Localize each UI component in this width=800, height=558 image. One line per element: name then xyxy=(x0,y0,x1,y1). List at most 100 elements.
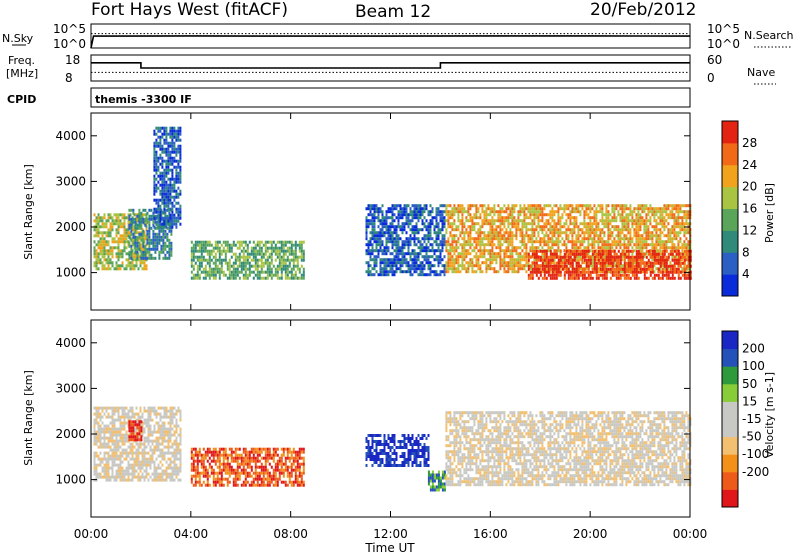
data-cell xyxy=(626,277,628,280)
data-cell xyxy=(447,270,449,273)
data-cell xyxy=(607,225,609,228)
data-cell xyxy=(390,261,392,264)
data-cell xyxy=(663,225,665,228)
data-cell xyxy=(499,228,501,231)
data-cell xyxy=(150,215,152,218)
data-cell xyxy=(584,277,586,280)
data-cell xyxy=(161,127,163,130)
data-cell xyxy=(203,256,205,259)
data-cell xyxy=(672,271,674,274)
data-cell xyxy=(440,231,442,234)
data-cell xyxy=(146,233,148,236)
data-cell xyxy=(618,268,620,271)
data-cell xyxy=(153,154,155,157)
data-cell xyxy=(582,250,584,253)
data-cell xyxy=(678,256,680,259)
data-cell xyxy=(617,204,619,207)
data-cell xyxy=(370,222,372,225)
data-cell xyxy=(159,157,161,160)
data-cell xyxy=(457,237,459,240)
data-cell xyxy=(175,154,177,157)
data-cell xyxy=(165,184,167,187)
data-cell xyxy=(436,273,438,276)
data-cell xyxy=(525,249,527,252)
data-cell xyxy=(94,443,96,446)
data-cell xyxy=(293,253,295,256)
data-cell xyxy=(457,252,459,255)
data-cell xyxy=(392,225,394,228)
data-cell xyxy=(257,241,259,244)
data-cell xyxy=(615,216,617,219)
data-cell xyxy=(424,264,426,267)
data-cell xyxy=(493,219,495,222)
data-cell xyxy=(372,204,374,207)
data-cell xyxy=(241,244,243,247)
data-cell xyxy=(428,246,430,249)
data-cell xyxy=(374,213,376,216)
data-cell xyxy=(416,204,418,207)
data-cell xyxy=(620,274,622,277)
data-cell xyxy=(643,240,645,243)
data-cell xyxy=(402,225,404,228)
data-cell xyxy=(148,245,150,248)
data-cell xyxy=(628,256,630,259)
data-cell xyxy=(469,204,471,207)
data-cell xyxy=(289,262,291,265)
data-cell xyxy=(583,231,585,234)
data-cell xyxy=(654,274,656,277)
data-cell xyxy=(539,213,541,216)
data-cell xyxy=(556,250,558,253)
data-cell xyxy=(98,455,100,458)
data-cell xyxy=(436,222,438,225)
data-cell xyxy=(671,228,673,231)
data-cell xyxy=(662,274,664,277)
data-cell xyxy=(593,240,595,243)
data-cell xyxy=(281,262,283,265)
data-cell xyxy=(672,265,674,268)
data-cell xyxy=(414,210,416,213)
data-cell xyxy=(422,222,424,225)
data-cell xyxy=(558,262,560,265)
data-cell xyxy=(277,253,279,256)
data-cell xyxy=(161,160,163,163)
data-cell xyxy=(579,240,581,243)
data-cell xyxy=(293,262,295,265)
data-cell xyxy=(557,237,559,240)
data-cell xyxy=(211,253,213,256)
data-cell xyxy=(155,199,157,202)
data-cell xyxy=(465,255,467,258)
data-cell xyxy=(475,261,477,264)
data-cell xyxy=(285,241,287,244)
data-cell xyxy=(684,262,686,265)
data-cell xyxy=(591,237,593,240)
data-cell xyxy=(207,253,209,256)
data-cell xyxy=(595,219,597,222)
data-cell xyxy=(207,259,209,262)
data-cell xyxy=(621,228,623,231)
data-cell xyxy=(511,264,513,267)
data-cell xyxy=(167,217,169,220)
data-cell xyxy=(243,259,245,262)
data-cell xyxy=(632,265,634,268)
data-cell xyxy=(521,234,523,237)
data-cell xyxy=(108,407,110,410)
data-cell xyxy=(420,267,422,270)
data-cell xyxy=(662,262,664,265)
data-cell xyxy=(485,270,487,273)
data-cell xyxy=(628,262,630,265)
data-cell xyxy=(412,213,414,216)
data-cell xyxy=(685,204,687,207)
data-cell xyxy=(624,277,626,280)
data-cell xyxy=(461,228,463,231)
data-cell xyxy=(648,277,650,280)
data-cell xyxy=(461,210,463,213)
data-cell xyxy=(177,196,179,199)
data-cell xyxy=(601,222,603,225)
data-cell xyxy=(96,228,98,231)
data-cell xyxy=(301,250,303,253)
data-cell xyxy=(661,231,663,234)
data-cell xyxy=(501,234,503,237)
data-cell xyxy=(616,253,618,256)
data-cell xyxy=(517,219,519,222)
data-cell xyxy=(655,228,657,231)
